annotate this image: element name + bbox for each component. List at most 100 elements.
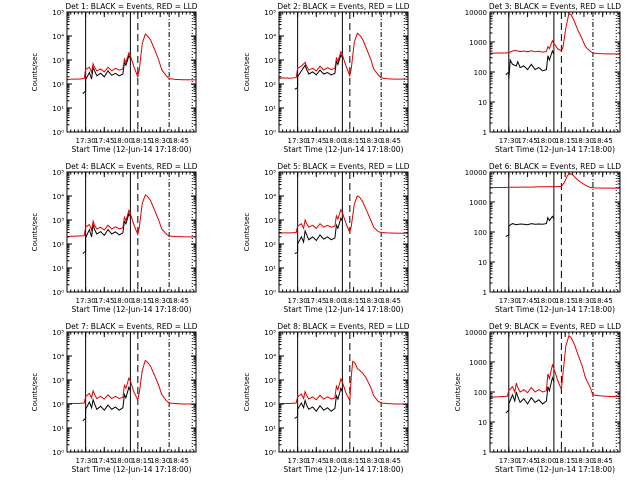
y-tick-label: 10¹ [52,105,64,113]
plot-frame [278,171,409,293]
x-tick-label: 18:45 [593,297,613,305]
y-axis-label: Counts/sec [243,213,251,252]
panel-title: Det 3: BLACK = Events, RED = LLD [489,2,621,11]
y-tick-label: 10⁴ [52,193,64,201]
y-axis-label: Counts/sec [31,53,39,92]
x-axis-label: Start Time (12-Jun-14 17:18:00) [284,305,404,314]
y-tick-label: 1000 [469,199,487,207]
y-tick-label: 10⁵ [52,329,64,337]
panel-title: Det 7: BLACK = Events, RED = LLD [65,322,197,331]
y-tick-label: 10⁴ [52,33,64,41]
x-tick-label: 18:00 [536,297,556,305]
y-tick-label: 10³ [264,377,276,385]
y-axis-label: Counts/sec [243,373,251,412]
marker-lines [85,332,193,452]
x-tick-label: 17:45 [306,457,326,465]
y-tick-label: 10² [264,81,276,89]
detector-panel: 10⁰10¹10²10³10⁴10⁵17:3017:4518:0018:1518… [243,162,410,314]
y-tick-label: 10000 [465,329,487,337]
x-tick-label: 17:30 [76,137,96,145]
y-tick-label: 10³ [264,217,276,225]
red-lld-series [490,12,620,55]
y-tick-label: 10⁰ [264,289,276,297]
plot-frame [489,331,621,453]
y-tick-label: 1000 [469,359,487,367]
x-tick-label: 18:15 [131,297,151,305]
x-axis-label: Start Time (12-Jun-14 17:18:00) [495,465,615,474]
x-tick-label: 18:30 [362,457,382,465]
y-tick-label: 1 [483,449,487,457]
x-axis-label: Start Time (12-Jun-14 17:18:00) [495,305,615,314]
x-tick-label: 18:45 [169,137,189,145]
y-tick-label: 10¹ [52,265,64,273]
y-tick-label: 1000 [469,39,487,47]
black-events-series [82,54,131,94]
black-events-series [505,375,555,414]
marker-lines [297,12,405,132]
y-axis-label: Counts/sec [243,53,251,92]
x-tick-label: 18:00 [113,297,133,305]
x-tick-label: 18:45 [381,297,401,305]
plot-frame [66,171,197,293]
x-tick-label: 18:15 [555,457,575,465]
y-tick-label: 10² [52,241,64,249]
x-tick-label: 17:45 [94,457,114,465]
plot-frame [66,11,197,133]
y-tick-label: 100 [474,389,487,397]
x-tick-label: 17:30 [288,457,308,465]
black-events-series [294,386,343,419]
panel-title: Det 8: BLACK = Events, RED = LLD [277,322,409,331]
red-lld-series [67,194,196,238]
detector-panel: 10⁰10¹10²10³10⁴10⁵17:3017:4518:0018:1518… [31,322,198,474]
y-tick-label: 10³ [264,57,276,65]
plot-frame [278,11,409,133]
x-tick-label: 18:45 [593,457,613,465]
x-tick-label: 17:45 [517,457,537,465]
x-tick-label: 17:30 [76,297,96,305]
y-tick-label: 10³ [52,217,64,225]
x-tick-label: 17:45 [94,297,114,305]
black-events-series [294,53,343,90]
red-lld-series [490,334,620,399]
x-tick-label: 18:15 [343,137,363,145]
x-tick-label: 18:30 [574,297,594,305]
y-tick-label: 10⁰ [264,449,276,457]
y-tick-label: 100 [474,229,487,237]
marker-lines [297,332,405,452]
marker-lines [508,172,617,292]
y-tick-label: 10¹ [264,105,276,113]
y-tick-label: 1 [483,289,487,297]
x-tick-label: 18:45 [169,457,189,465]
x-tick-label: 18:15 [343,297,363,305]
x-tick-label: 17:30 [288,137,308,145]
x-tick-label: 18:30 [362,137,382,145]
x-tick-label: 17:30 [499,297,519,305]
plot-frame [66,331,197,453]
detector-panel: 1 10 100 1000 10000 17:3017:4518:0018:1518:30… [454,322,621,474]
red-lld-series [67,33,196,81]
red-lld-series [279,360,408,405]
y-tick-label: 10⁴ [264,33,276,41]
y-tick-label: 10⁰ [264,129,276,137]
x-tick-label: 17:45 [306,297,326,305]
x-tick-label: 18:45 [381,137,401,145]
detector-panel: 10⁰10¹10²10³10⁴10⁵17:3017:4518:0018:1518… [243,2,410,154]
detector-panel: 1 10 100 1000 10000 17:3017:4518:0018:1518:30… [465,2,622,154]
y-tick-label: 10³ [52,377,64,385]
y-tick-label: 10² [52,81,64,89]
x-tick-label: 17:30 [288,297,308,305]
y-tick-label: 10⁴ [52,353,64,361]
y-tick-label: 10 [478,99,487,107]
y-tick-label: 10⁰ [52,129,64,137]
y-tick-label: 10⁵ [52,9,64,17]
black-events-series [82,212,131,254]
x-tick-label: 18:30 [150,457,170,465]
y-tick-label: 10³ [52,57,64,65]
marker-lines [508,332,617,452]
x-tick-label: 18:30 [150,137,170,145]
detector-panel: 1 10 100 1000 10000 17:3017:4518:0018:1518:30… [465,162,622,314]
y-tick-label: 10 [478,259,487,267]
detector-panel: 10⁰10¹10²10³10⁴10⁵17:3017:4518:0018:1518… [31,162,198,314]
x-axis-label: Start Time (12-Jun-14 17:18:00) [284,465,404,474]
